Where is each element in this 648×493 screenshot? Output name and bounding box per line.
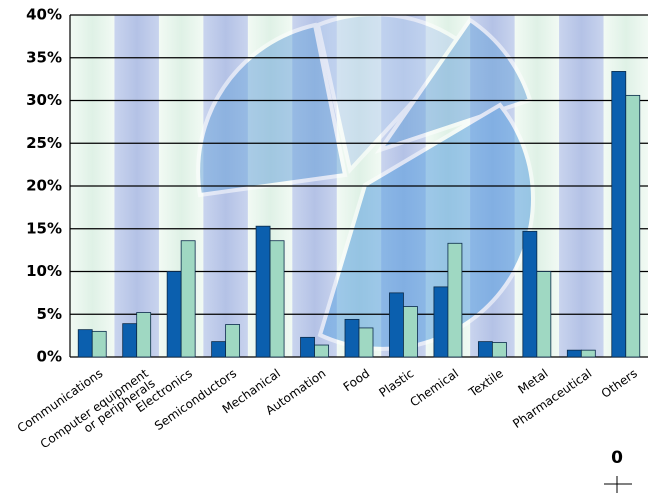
bar [625, 94, 641, 358]
bar [136, 312, 152, 358]
y-tick-label: 10% [26, 262, 62, 280]
y-tick-label: 5% [37, 305, 62, 323]
plot [69, 14, 648, 358]
bar [211, 341, 227, 358]
y-tick-label: 20% [26, 177, 62, 195]
bar [477, 341, 493, 358]
bar [122, 323, 138, 358]
bar [491, 342, 507, 358]
bar [611, 71, 627, 358]
bar [269, 240, 285, 358]
bar [314, 344, 329, 358]
bar [403, 306, 418, 358]
bar [566, 349, 582, 358]
bar [91, 330, 107, 358]
y-tick-label: 15% [26, 219, 62, 237]
y-tick-label: 25% [26, 134, 62, 152]
bar [536, 271, 552, 358]
bar [358, 327, 374, 358]
bar [433, 286, 449, 358]
bar [447, 242, 463, 358]
bar [180, 240, 196, 358]
y-tick-label: 35% [26, 48, 62, 66]
bar [389, 292, 404, 358]
annotation: 0 [611, 448, 623, 468]
bar [166, 271, 182, 358]
bar [344, 318, 360, 358]
bar [580, 349, 596, 358]
bar [225, 324, 241, 358]
y-tick-label: 40% [26, 6, 62, 24]
bar [522, 230, 538, 358]
bar [77, 329, 93, 358]
bar [255, 225, 271, 358]
y-tick-label: 30% [26, 91, 62, 109]
decoration [196, 12, 536, 351]
bar [300, 336, 315, 358]
y-tick-label: 0% [37, 348, 62, 366]
